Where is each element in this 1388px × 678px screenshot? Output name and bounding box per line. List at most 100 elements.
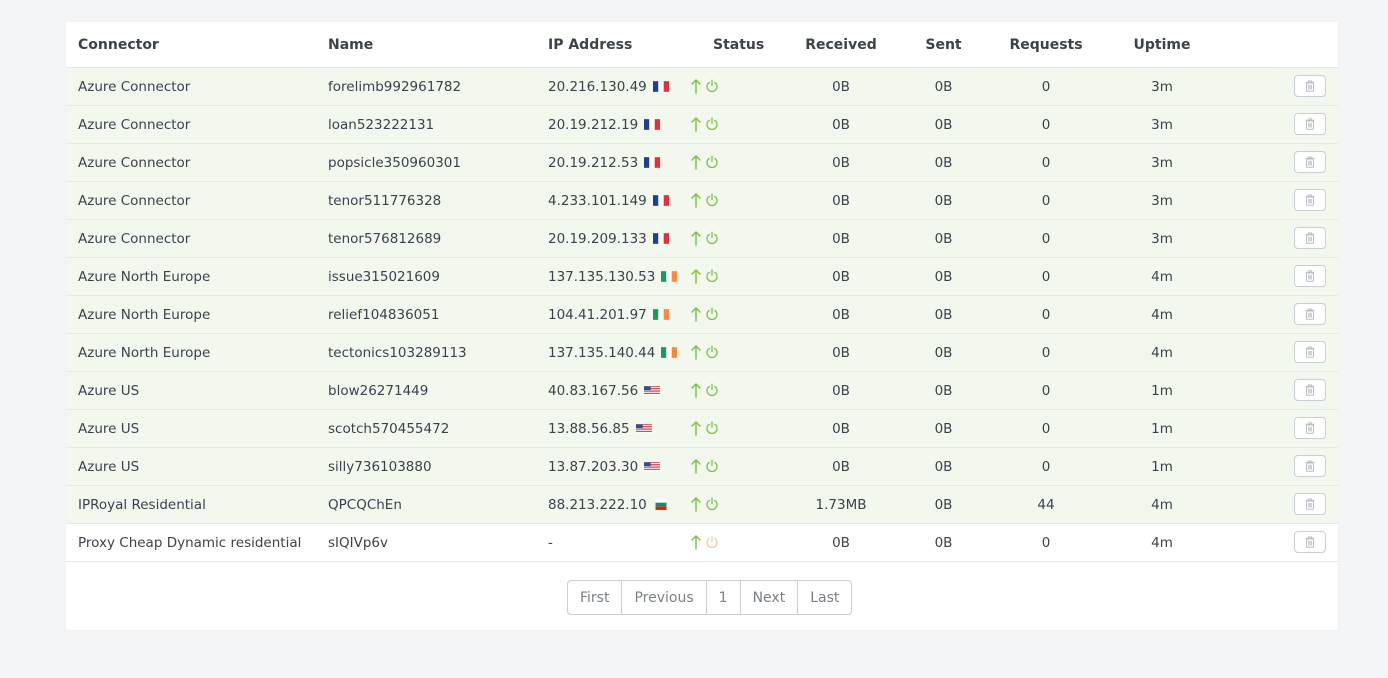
power-icon — [706, 193, 718, 206]
cell-uptime: 4m — [1101, 295, 1223, 334]
delete-button[interactable] — [1294, 378, 1326, 401]
flag-fr-icon — [644, 117, 661, 133]
table-header-row: Connector Name IP Address Status Receive… — [66, 22, 1338, 68]
cell-connector: Azure Connector — [66, 105, 316, 144]
last-page-button[interactable]: Last — [797, 581, 851, 614]
cell-requests: 44 — [991, 485, 1101, 524]
cell-requests: 0 — [991, 181, 1101, 220]
delete-button[interactable] — [1294, 530, 1326, 553]
cell-requests: 0 — [991, 371, 1101, 410]
cell-ip: 20.19.212.19 — [536, 105, 681, 144]
cell-sent: 0B — [896, 485, 991, 524]
arrow-up-icon — [691, 116, 701, 132]
cell-uptime: 3m — [1101, 105, 1223, 144]
header-status[interactable]: Status — [681, 22, 786, 68]
cell-connector: Azure North Europe — [66, 295, 316, 334]
flag-us-icon — [635, 421, 652, 437]
cell-actions — [1223, 219, 1338, 258]
table-row: Azure North Europe tectonics103289113 137.… — [66, 333, 1338, 372]
flag-fr-icon — [644, 155, 661, 171]
power-icon — [706, 307, 718, 320]
header-received[interactable]: Received — [786, 22, 896, 68]
delete-button[interactable] — [1294, 74, 1326, 97]
previous-page-button[interactable]: Previous — [621, 581, 705, 614]
cell-name: relief104836051 — [316, 295, 536, 334]
trash-icon — [1305, 421, 1315, 434]
cell-status — [681, 485, 786, 524]
ip-text: 20.216.130.49 — [548, 78, 647, 95]
cell-uptime: 1m — [1101, 447, 1223, 486]
cell-sent: 0B — [896, 105, 991, 144]
cell-received: 0B — [786, 257, 896, 296]
trash-icon — [1305, 231, 1315, 244]
trash-icon — [1305, 117, 1315, 130]
ip-text: - — [548, 534, 553, 551]
ip-text: 4.233.101.149 — [548, 192, 647, 209]
cell-actions — [1223, 105, 1338, 144]
header-ip[interactable]: IP Address — [536, 22, 681, 68]
cell-name: QPCQChEn — [316, 485, 536, 524]
trash-icon — [1305, 79, 1315, 92]
cell-ip: 20.19.212.53 — [536, 143, 681, 182]
delete-button[interactable] — [1294, 454, 1326, 477]
first-page-button[interactable]: First — [580, 589, 610, 606]
power-icon — [706, 383, 718, 396]
cell-requests: 0 — [991, 295, 1101, 334]
header-uptime[interactable]: Uptime — [1101, 22, 1223, 68]
cell-sent: 0B — [896, 67, 991, 106]
cell-ip: 13.87.203.30 — [536, 447, 681, 486]
delete-button[interactable] — [1294, 226, 1326, 249]
cell-status — [681, 409, 786, 448]
power-icon — [706, 345, 718, 358]
header-sent[interactable]: Sent — [896, 22, 991, 68]
delete-button[interactable] — [1294, 340, 1326, 363]
cell-ip: - — [536, 523, 681, 562]
cell-sent: 0B — [896, 295, 991, 334]
cell-status — [681, 523, 786, 562]
arrow-up-icon — [691, 420, 701, 436]
delete-button[interactable] — [1294, 112, 1326, 135]
connections-table: Connector Name IP Address Status Receive… — [66, 22, 1338, 562]
cell-status — [681, 67, 786, 106]
cell-actions — [1223, 447, 1338, 486]
header-requests[interactable]: Requests — [991, 22, 1101, 68]
cell-name: issue315021609 — [316, 257, 536, 296]
flag-fr-icon — [652, 231, 669, 247]
cell-received: 1.73MB — [786, 485, 896, 524]
delete-button[interactable] — [1294, 150, 1326, 173]
cell-status — [681, 257, 786, 296]
table-row: IPRoyal Residential QPCQChEn 88.213.222.10… — [66, 485, 1338, 524]
table-row: Azure Connector forelimb992961782 20.216.1… — [66, 67, 1338, 106]
cell-uptime: 4m — [1101, 523, 1223, 562]
table-row: Azure US silly736103880 13.87.203.30 0B 0B 0 1… — [66, 447, 1338, 486]
header-actions — [1223, 22, 1338, 68]
flag-ie-icon — [652, 307, 669, 323]
ip-text: 20.19.212.19 — [548, 116, 639, 133]
cell-ip: 137.135.140.44 — [536, 333, 681, 372]
cell-status — [681, 143, 786, 182]
cell-name: tectonics103289113 — [316, 333, 536, 372]
header-name[interactable]: Name — [316, 22, 536, 68]
page-1-button[interactable]: 1 — [705, 581, 740, 614]
cell-status — [681, 105, 786, 144]
arrow-up-icon — [691, 382, 701, 398]
power-icon — [706, 117, 718, 130]
delete-button[interactable] — [1294, 302, 1326, 325]
delete-button[interactable] — [1294, 492, 1326, 515]
delete-button[interactable] — [1294, 416, 1326, 439]
arrow-up-icon — [691, 458, 701, 474]
cell-received: 0B — [786, 219, 896, 258]
power-icon — [706, 497, 718, 510]
cell-requests: 0 — [991, 257, 1101, 296]
trash-icon — [1305, 269, 1315, 282]
connections-card: Connector Name IP Address Status Receive… — [66, 22, 1338, 630]
cell-name: silly736103880 — [316, 447, 536, 486]
delete-button[interactable] — [1294, 264, 1326, 287]
next-page-button[interactable]: Next — [739, 581, 798, 614]
cell-sent: 0B — [896, 219, 991, 258]
power-icon — [706, 421, 718, 434]
delete-button[interactable] — [1294, 188, 1326, 211]
header-connector[interactable]: Connector — [66, 22, 316, 68]
cell-connector: Azure Connector — [66, 67, 316, 106]
cell-uptime: 1m — [1101, 371, 1223, 410]
